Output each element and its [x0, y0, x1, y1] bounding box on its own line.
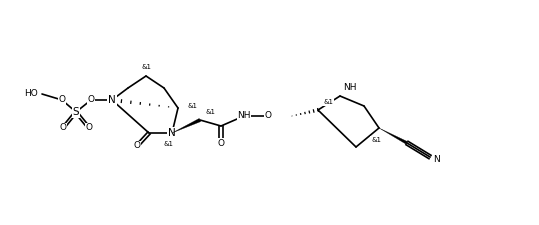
Text: O: O: [134, 142, 141, 151]
Text: N: N: [168, 128, 176, 138]
Text: &1: &1: [187, 103, 197, 109]
Text: O: O: [59, 124, 66, 133]
Text: N: N: [108, 95, 116, 105]
Text: &1: &1: [187, 103, 197, 109]
Text: O: O: [59, 124, 66, 133]
Text: &1: &1: [206, 109, 216, 115]
Text: O: O: [265, 112, 272, 121]
Text: &1: &1: [141, 64, 151, 70]
Text: NH: NH: [343, 83, 356, 92]
Text: &1: &1: [141, 64, 151, 70]
Text: O: O: [86, 124, 93, 133]
Text: O: O: [218, 139, 225, 148]
Text: O: O: [218, 139, 225, 148]
Text: O: O: [59, 95, 66, 104]
Text: &1: &1: [164, 141, 174, 147]
Text: S: S: [73, 107, 79, 117]
Text: &1: &1: [323, 99, 333, 105]
Polygon shape: [379, 128, 407, 144]
Text: N: N: [433, 155, 439, 164]
Text: O: O: [86, 124, 93, 133]
Text: O: O: [87, 95, 94, 104]
Text: NH: NH: [237, 112, 251, 121]
Text: &1: &1: [164, 141, 174, 147]
Text: O: O: [134, 142, 141, 151]
Text: &1: &1: [371, 137, 381, 143]
Text: N: N: [433, 155, 439, 164]
Text: NH: NH: [237, 112, 251, 121]
Text: O: O: [87, 95, 94, 104]
Text: &1: &1: [371, 137, 381, 143]
Text: N: N: [168, 128, 176, 138]
Text: HO: HO: [24, 90, 38, 99]
Text: NH: NH: [343, 83, 356, 92]
Text: O: O: [265, 112, 272, 121]
Text: &1: &1: [323, 99, 333, 105]
Text: HO: HO: [24, 90, 38, 99]
Text: O: O: [265, 112, 272, 121]
Text: S: S: [73, 107, 79, 117]
Text: O: O: [59, 95, 66, 104]
Text: N: N: [108, 95, 116, 105]
Polygon shape: [172, 118, 201, 133]
Text: &1: &1: [206, 109, 216, 115]
